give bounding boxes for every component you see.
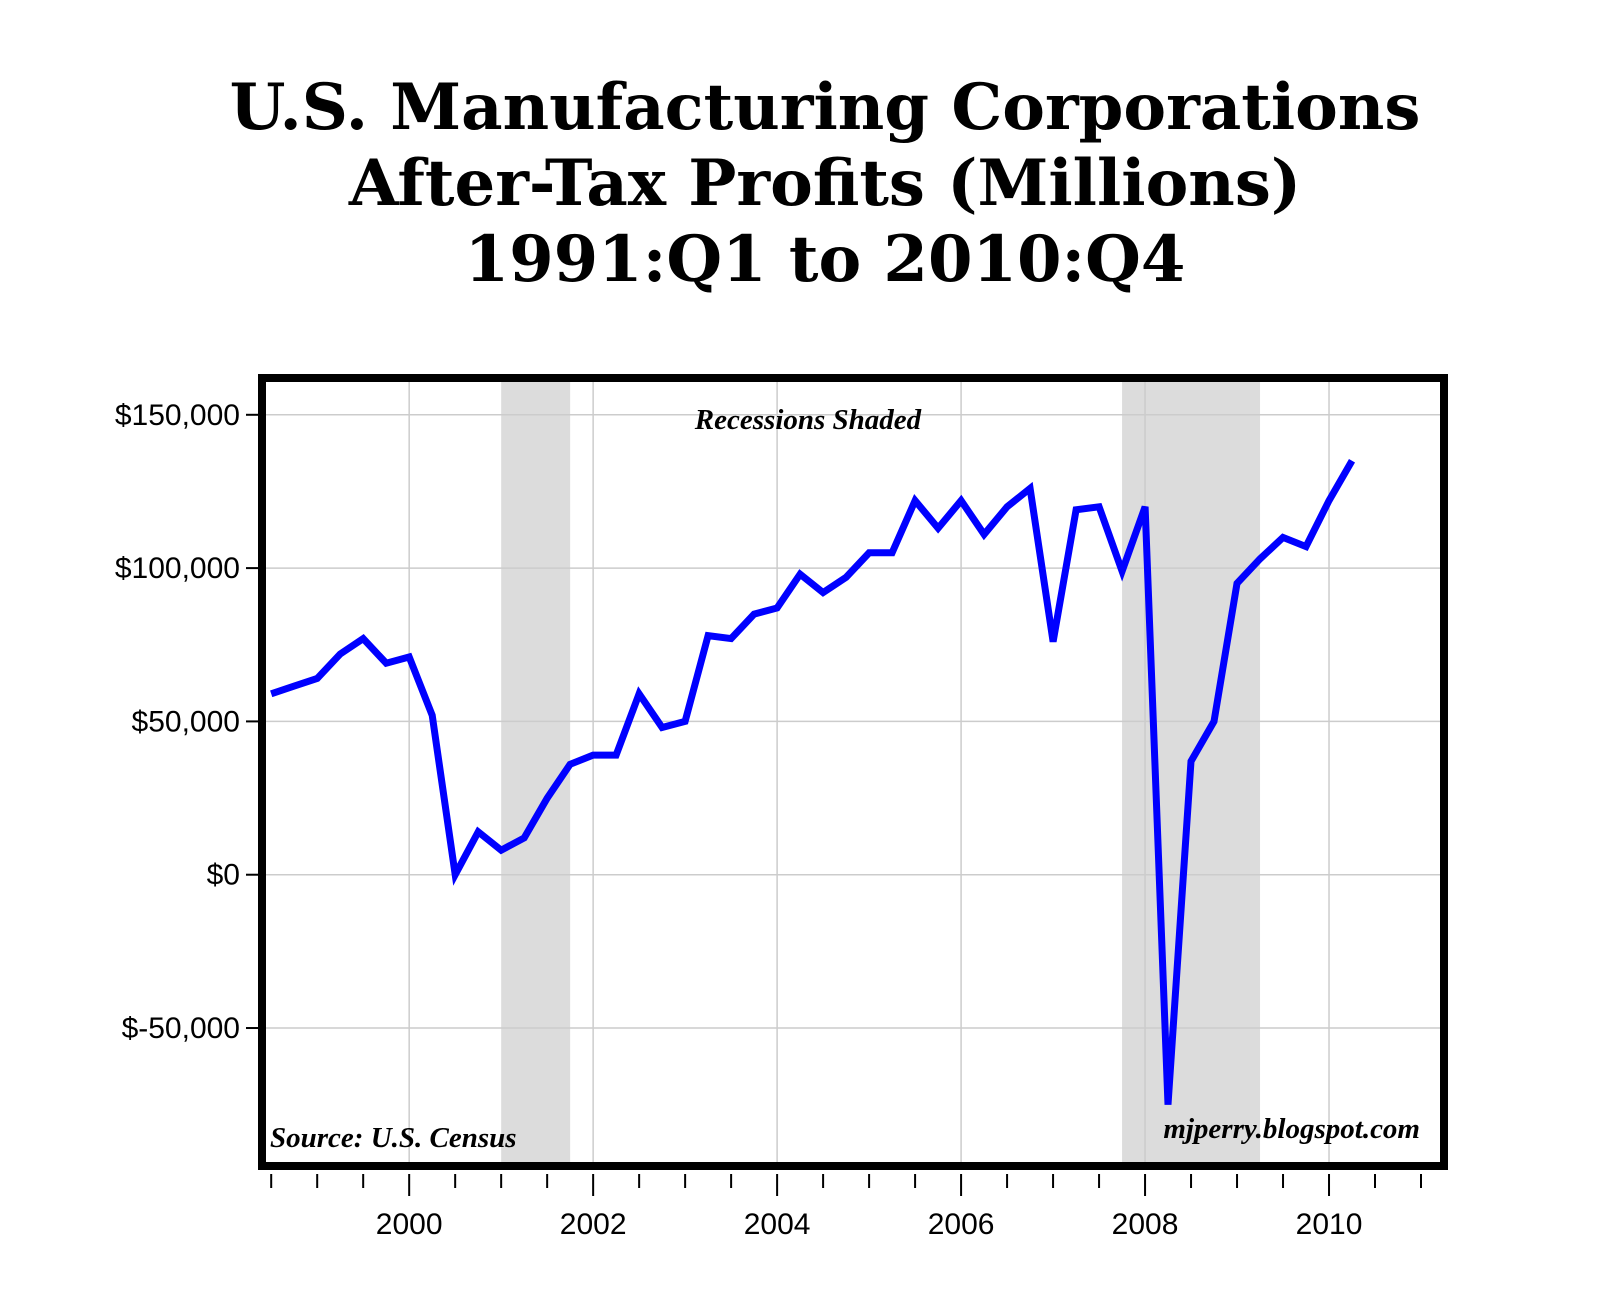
chart-title: U.S. Manufacturing Corporations After-Ta…	[0, 70, 1600, 298]
x-axis: 2000 2002 2004 2006 2008 2010	[270, 1174, 1423, 1241]
y-tick-label-5: $-50,000	[122, 1012, 240, 1045]
series	[270, 459, 1356, 1105]
x-tick-label-3: 2004	[744, 1208, 811, 1241]
y-tick-label-3: $50,000	[132, 705, 240, 738]
chart-title-line-2: After-Tax Profits (Millions)	[348, 146, 1302, 221]
y-axis: $150,000 $100,000 $50,000 $0 $-50,000	[115, 399, 258, 1045]
chart-title-line-3: 1991:Q1 to 2010:Q4	[464, 222, 1186, 297]
plot-frame	[258, 374, 1448, 1170]
x-tick-label-2: 2002	[560, 1208, 627, 1241]
x-tick-label-4: 2006	[928, 1208, 995, 1241]
x-tick-label-1: 2000	[376, 1208, 443, 1241]
chart-title-line-1: U.S. Manufacturing Corporations	[229, 70, 1421, 145]
recessions-annotation: Recessions Shaded	[694, 404, 922, 436]
y-tick-label-2: $100,000	[115, 552, 240, 585]
x-tick-label-6: 2010	[1296, 1208, 1363, 1241]
recession-band-1	[501, 378, 571, 1166]
source-annotation: Source: U.S. Census	[270, 1122, 517, 1154]
y-tick-label-4: $0	[207, 859, 240, 892]
x-tick-label-5: 2008	[1112, 1208, 1179, 1241]
credit-annotation: mjperry.blogspot.com	[1163, 1113, 1420, 1145]
series-line-1	[270, 459, 1356, 1105]
y-tick-label-1: $150,000	[115, 399, 240, 432]
recession-bands	[501, 378, 1261, 1166]
